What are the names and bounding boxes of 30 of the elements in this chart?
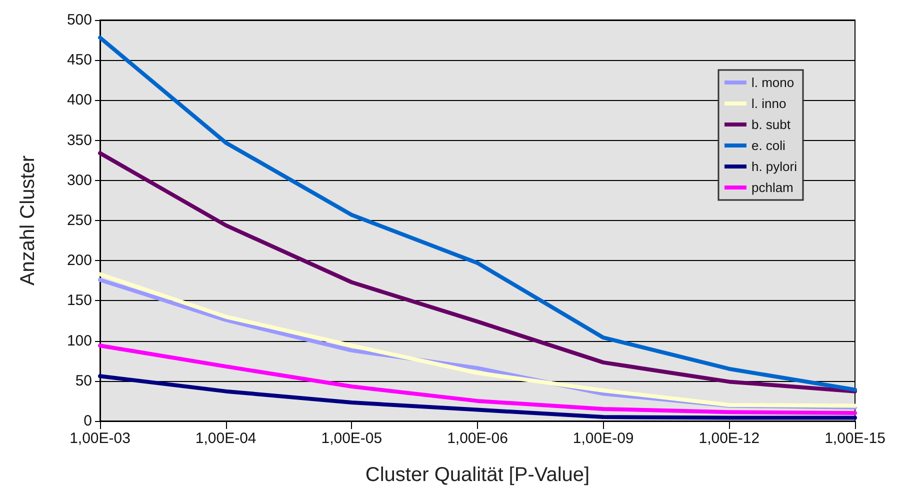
y-tick-label: 500 xyxy=(66,12,92,28)
x-tick-label: 1,00E-15 xyxy=(824,430,886,447)
x-tick-label: 1,00E-06 xyxy=(447,430,508,447)
x-tick-label: 1,00E-05 xyxy=(321,430,382,447)
line-series xyxy=(98,344,857,415)
x-tick-label: 1,00E-09 xyxy=(572,430,634,447)
y-tick-label: 450 xyxy=(66,52,92,69)
y-tick-label: 150 xyxy=(66,292,92,310)
y-tick-label: 0 xyxy=(84,412,92,430)
y-tick-label: 350 xyxy=(66,132,92,149)
line-series xyxy=(98,151,857,394)
y-tick-label: 300 xyxy=(66,172,92,189)
x-tick-label: 1,00E-04 xyxy=(195,430,256,447)
y-axis-title: Anzahl Cluster xyxy=(17,155,39,286)
legend-label: h. pylori xyxy=(751,159,798,174)
legend-label: l. mono xyxy=(751,75,794,90)
legend-label: pchlam xyxy=(751,180,794,195)
legend-label: e. coli xyxy=(751,138,786,153)
x-tick-label: 1,00E-03 xyxy=(70,430,130,447)
y-tick-label: 250 xyxy=(66,212,92,229)
y-tick-label: 50 xyxy=(75,372,92,390)
x-axis-title: Cluster Qualität [P-Value] xyxy=(365,464,590,486)
y-tick-label: 200 xyxy=(66,252,92,270)
y-tick-label: 100 xyxy=(66,332,92,350)
line-series xyxy=(98,374,857,420)
line-series xyxy=(98,36,857,392)
legend-label: b. subt xyxy=(751,117,791,132)
x-tick-label: 1,00E-12 xyxy=(698,430,760,447)
y-tick-label: 400 xyxy=(66,92,92,109)
legend-label: l. inno xyxy=(751,96,786,111)
